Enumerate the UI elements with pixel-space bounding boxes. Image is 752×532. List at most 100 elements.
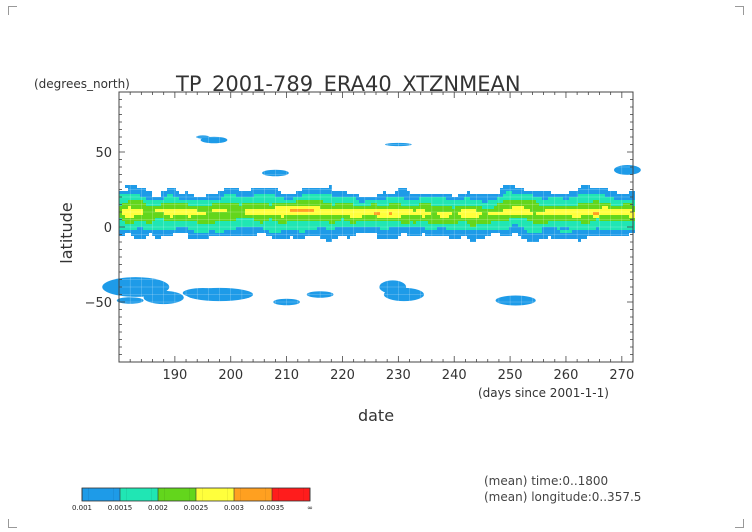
field-cell: [392, 236, 395, 239]
field-cell: [578, 224, 581, 227]
field-cell: [230, 224, 233, 227]
field-cell: [578, 227, 581, 230]
legend-level-label: 0.0025: [184, 504, 209, 512]
field-cell: [479, 221, 482, 224]
field-cell: [359, 221, 362, 224]
field-cell: [500, 227, 503, 230]
field-cell: [143, 230, 146, 233]
field-cell: [293, 236, 296, 239]
field-cell: [518, 221, 521, 224]
field-cell: [503, 221, 506, 224]
field-cell: [170, 224, 173, 227]
field-cell: [170, 230, 173, 233]
field-cell: [524, 221, 527, 224]
field-cell: [473, 230, 476, 233]
field-cell: [209, 215, 212, 218]
field-cell: [335, 194, 338, 197]
field-cell: [560, 224, 563, 227]
field-cell: [206, 200, 209, 203]
field-cell: [125, 197, 128, 200]
field-cell: [629, 206, 632, 209]
field-cell: [131, 197, 134, 200]
field-cell: [371, 224, 374, 227]
field-cell: [449, 224, 452, 227]
field-cell: [197, 236, 200, 239]
field-cell: [449, 236, 452, 239]
field-cell: [281, 236, 284, 239]
field-cell: [551, 215, 554, 218]
field-cell: [575, 209, 578, 212]
field-cell: [440, 215, 443, 218]
field-cell: [149, 230, 152, 233]
field-cell: [287, 200, 290, 203]
field-cell: [599, 230, 602, 233]
field-cell: [575, 200, 578, 203]
field-cell: [200, 212, 203, 215]
field-cell: [539, 194, 542, 197]
field-cell: [428, 212, 431, 215]
field-cell: [563, 221, 566, 224]
field-cell: [434, 194, 437, 197]
field-cell: [473, 206, 476, 209]
field-cell: [182, 215, 185, 218]
field-cell: [521, 197, 524, 200]
field-cell: [215, 212, 218, 215]
field-cell: [209, 194, 212, 197]
field-cell: [479, 215, 482, 218]
field-cell: [533, 212, 536, 215]
field-cell: [479, 197, 482, 200]
field-cell: [554, 194, 557, 197]
field-cell: [320, 215, 323, 218]
field-cell: [296, 209, 299, 212]
field-cell: [308, 200, 311, 203]
field-cell: [371, 227, 374, 230]
field-cell: [533, 194, 536, 197]
field-cell: [386, 212, 389, 215]
field-cell: [260, 194, 263, 197]
field-cell: [185, 206, 188, 209]
field-cell: [515, 191, 518, 194]
field-cell: [581, 200, 584, 203]
field-cell: [179, 212, 182, 215]
field-cell: [593, 230, 596, 233]
field-cell: [452, 197, 455, 200]
field-cell: [551, 224, 554, 227]
field-cell: [302, 200, 305, 203]
field-cell: [539, 206, 542, 209]
field-cell: [329, 209, 332, 212]
field-cell: [272, 206, 275, 209]
field-cell: [590, 230, 593, 233]
field-cell: [164, 230, 167, 233]
field-cell: [590, 191, 593, 194]
field-cell: [161, 215, 164, 218]
field-cell: [338, 206, 341, 209]
field-cell: [407, 197, 410, 200]
field-cell: [419, 197, 422, 200]
field-cell: [308, 209, 311, 212]
field-cell: [275, 194, 278, 197]
field-cell: [161, 206, 164, 209]
field-cell: [593, 197, 596, 200]
field-cell: [323, 197, 326, 200]
field-cell: [239, 191, 242, 194]
field-cell: [539, 230, 542, 233]
field-cell: [326, 191, 329, 194]
field-cell: [560, 194, 563, 197]
field-cell: [584, 200, 587, 203]
field-cell: [449, 206, 452, 209]
field-cell: [398, 191, 401, 194]
field-cell: [590, 194, 593, 197]
field-cell: [185, 221, 188, 224]
field-cell: [566, 206, 569, 209]
field-cell: [239, 212, 242, 215]
field-cell: [416, 206, 419, 209]
field-cell: [575, 206, 578, 209]
field-cell: [626, 227, 629, 230]
field-cell: [326, 212, 329, 215]
field-cell: [257, 209, 260, 212]
field-cell: [458, 227, 461, 230]
field-cell: [590, 215, 593, 218]
field-cell: [395, 212, 398, 215]
field-cell: [161, 221, 164, 224]
field-cell: [455, 200, 458, 203]
